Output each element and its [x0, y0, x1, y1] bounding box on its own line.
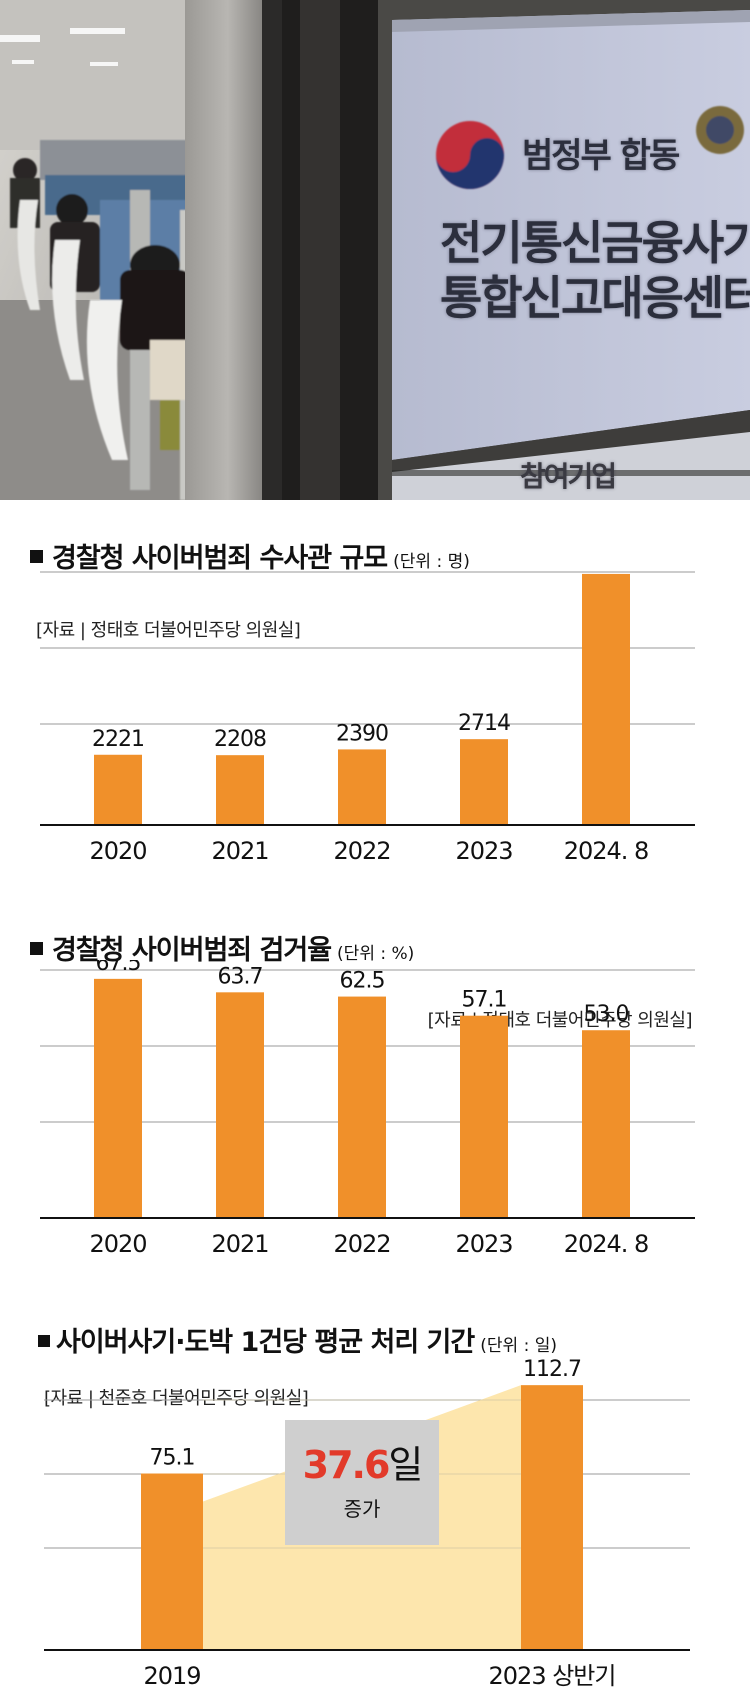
category-label: 2022 [333, 837, 390, 865]
chart-unit: (단위 : 일) [480, 1336, 557, 1356]
category-label: 2021 [211, 1230, 268, 1258]
bar [94, 978, 142, 1218]
category-label: 2019 [143, 1662, 200, 1690]
chart-source: [자료 | 천준호 더불어민주당 의원실] [44, 1388, 309, 1409]
value-label: 75.1 [150, 1446, 195, 1471]
value-label: 2390 [336, 721, 388, 746]
value-label: 67.5 [96, 960, 141, 976]
chart-title-text: 경찰청 사이버범죄 수사관 규모 [52, 543, 388, 574]
value-label: 2714 [458, 711, 510, 736]
chart-unit: (단위 : 명) [393, 552, 470, 572]
chart-title: 사이버사기·도박 1건당 평균 처리 기간 (단위 : 일) [38, 1320, 557, 1359]
sign-agency: 범정부 합동 [522, 136, 680, 176]
value-label: 53.0 [584, 1002, 629, 1027]
sign-name-line2: 통합신고대응센터 [440, 271, 750, 325]
bar [338, 996, 386, 1218]
bar [141, 1473, 203, 1650]
title-bullet-icon [38, 1335, 50, 1347]
bar [521, 1385, 583, 1650]
bar [582, 1030, 630, 1218]
callout-value: 37.6일 [303, 1443, 422, 1487]
category-label: 2024. 8 [564, 837, 649, 865]
callout-box [285, 1420, 439, 1545]
chart-processing-time: 사이버사기·도박 1건당 평균 처리 기간 (단위 : 일) [자료 | 천준호 … [0, 1318, 750, 1698]
photo-call-center: 범정부 합동 전기통신금융사기 통합신고대응센터 참여기업 [0, 0, 750, 500]
value-label: 57.1 [462, 988, 507, 1013]
bar [460, 1015, 508, 1218]
chart-investigators: 경찰청 사이버범죄 수사관 규모 (단위 : 명) [자료 | 정태호 더불어민주… [0, 520, 750, 900]
category-label: 2024. 8 [564, 1230, 649, 1258]
value-label: 2221 [92, 727, 144, 752]
chart-title-text: 사이버사기·도박 1건당 평균 처리 기간 [56, 1327, 475, 1358]
photo-scene [0, 0, 750, 500]
category-label: 2021 [211, 837, 268, 865]
bar [216, 992, 264, 1218]
callout-label: 증가 [344, 1497, 381, 1521]
value-label: 112.7 [523, 1357, 581, 1382]
bar [216, 755, 264, 825]
bar-chart: 2221 2020 2208 2021 2390 2022 2714 2023 7939 2024… [40, 568, 695, 865]
chart-title: 경찰청 사이버범죄 검거율 (단위 : %) [30, 928, 414, 967]
bar [338, 749, 386, 825]
chart-arrest-rate: 경찰청 사이버범죄 검거율 (단위 : %) [자료 | 정태호 더불어민주당 의… [0, 928, 750, 1288]
chart-source: [자료 | 정태호 더불어민주당 의원실] [36, 620, 301, 641]
callout-unit: 일 [388, 1443, 421, 1487]
sign-name-line1: 전기통신금융사기 [440, 216, 750, 270]
bar-chart: 67.5 2020 63.7 2021 62.5 2022 57.1 2023 53.0 2024… [40, 960, 695, 1258]
category-label: 2023 [455, 1230, 512, 1258]
category-label: 2023 [455, 837, 512, 865]
title-bullet-icon [30, 942, 43, 955]
chart-title-text: 경찰청 사이버범죄 검거율 [52, 935, 332, 966]
title-bullet-icon [30, 550, 43, 563]
chart-title: 경찰청 사이버범죄 수사관 규모 (단위 : 명) [30, 536, 470, 575]
callout-number: 37.6 [303, 1443, 389, 1487]
category-label: 2020 [89, 837, 146, 865]
category-label: 2020 [89, 1230, 146, 1258]
value-label: 7939 [580, 568, 632, 571]
value-label: 62.5 [340, 969, 385, 994]
sign-lower-text: 참여기업 [520, 460, 617, 493]
bar [460, 739, 508, 825]
bar [94, 754, 142, 825]
category-label: 2023 상반기 [489, 1662, 616, 1690]
category-label: 2022 [333, 1230, 390, 1258]
value-label: 63.7 [218, 964, 263, 989]
chart-unit: (단위 : %) [337, 944, 415, 964]
bar [582, 573, 630, 825]
value-label: 2208 [214, 727, 266, 752]
